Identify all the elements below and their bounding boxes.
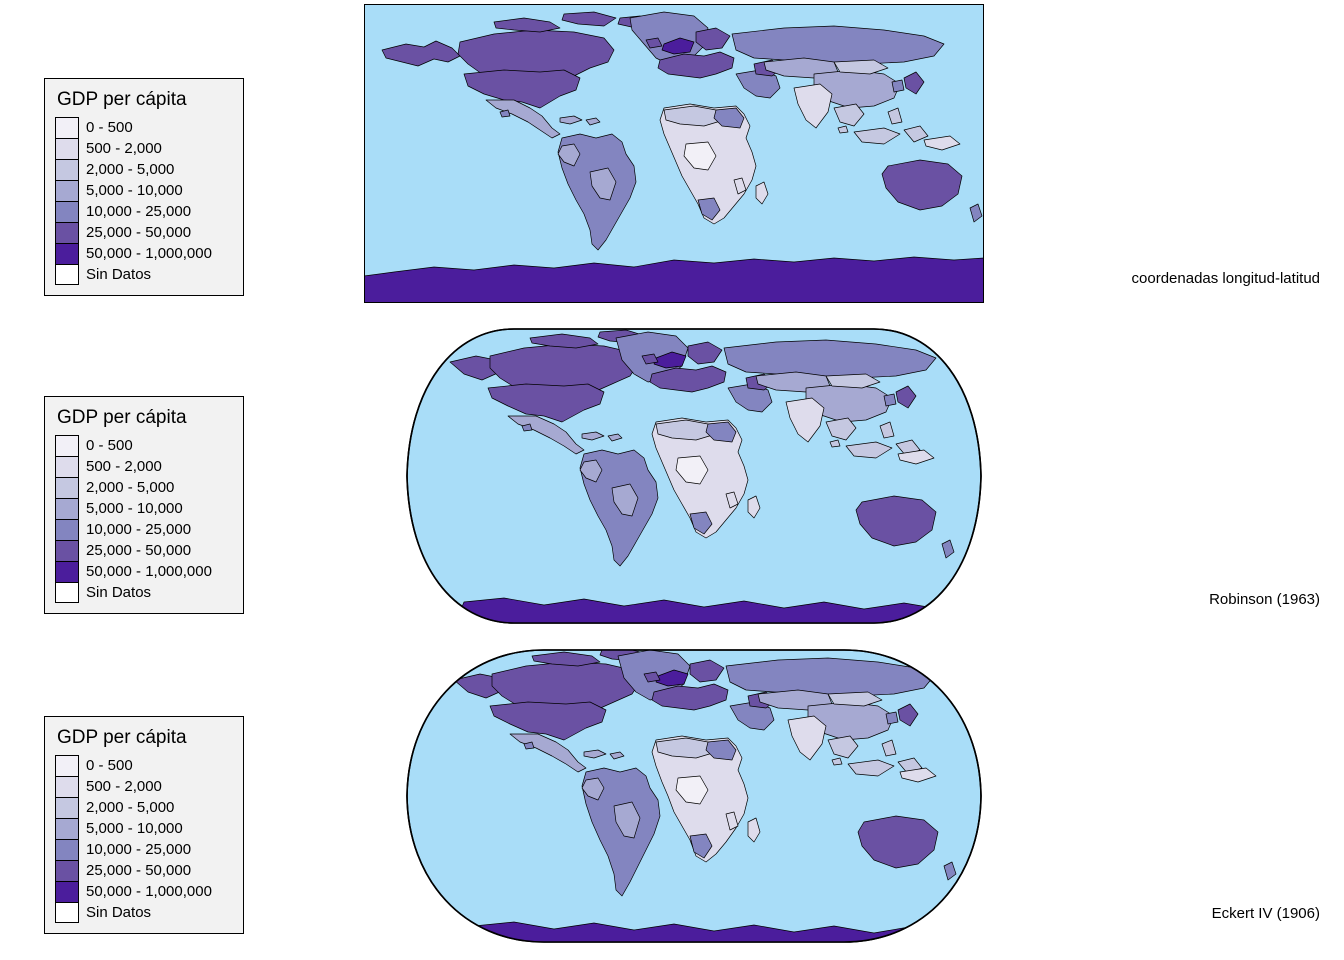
legend-rows: 0 - 500 500 - 2,000 2,000 - 5,000 5,000 - 1… — [55, 435, 233, 603]
legend-label: 50,000 - 1,000,000 — [86, 245, 212, 262]
legend-row: Sin Datos — [55, 582, 233, 603]
legend-swatch — [55, 477, 79, 498]
map-eckert4 — [404, 646, 984, 946]
legend-row: 5,000 - 10,000 — [55, 498, 233, 519]
legend-swatch — [55, 797, 79, 818]
legend-row: 2,000 - 5,000 — [55, 159, 233, 180]
legend-label: 2,000 - 5,000 — [86, 799, 175, 816]
legend-row: 2,000 - 5,000 — [55, 477, 233, 498]
legend-row: Sin Datos — [55, 264, 233, 285]
legend-swatch — [55, 180, 79, 201]
legend-rows: 0 - 500 500 - 2,000 2,000 - 5,000 5,000 - 1… — [55, 755, 233, 923]
legend-label: 0 - 500 — [86, 119, 133, 136]
legend-row: 10,000 - 25,000 — [55, 519, 233, 540]
legend-swatch — [55, 138, 79, 159]
map-frame — [406, 649, 982, 943]
legend-swatch — [55, 264, 79, 285]
legend-row: 5,000 - 10,000 — [55, 818, 233, 839]
legend-label: 500 - 2,000 — [86, 140, 162, 157]
legend-row: Sin Datos — [55, 902, 233, 923]
legend-row: 0 - 500 — [55, 117, 233, 138]
legend-swatch — [55, 860, 79, 881]
legend-title: GDP per cápita — [57, 727, 187, 748]
legend-swatch — [55, 117, 79, 138]
legend-swatch — [55, 201, 79, 222]
legend-label: 5,000 - 10,000 — [86, 500, 183, 517]
legend-swatch — [55, 435, 79, 456]
caption-eckert4: Eckert IV (1906) — [1211, 905, 1320, 922]
map-svg-eckert4 — [406, 649, 982, 943]
legend-swatch — [55, 540, 79, 561]
legend-row: 500 - 2,000 — [55, 456, 233, 477]
legend-label: 2,000 - 5,000 — [86, 479, 175, 496]
legend-row: 2,000 - 5,000 — [55, 797, 233, 818]
legend-label: 5,000 - 10,000 — [86, 182, 183, 199]
legend-row: 10,000 - 25,000 — [55, 839, 233, 860]
legend-swatch — [55, 818, 79, 839]
legend-label: 0 - 500 — [86, 757, 133, 774]
legend-swatch — [55, 839, 79, 860]
legend-label: 25,000 - 50,000 — [86, 542, 192, 559]
legend-eckert4: GDP per cápita 0 - 500 500 - 2,000 2,000 -… — [44, 716, 244, 934]
legend-label: 10,000 - 25,000 — [86, 203, 192, 220]
caption-equirectangular: coordenadas longitud-latitud — [1131, 270, 1320, 287]
legend-label: 10,000 - 25,000 — [86, 841, 192, 858]
legend-label: Sin Datos — [86, 266, 152, 283]
legend-row: 10,000 - 25,000 — [55, 201, 233, 222]
legend-robinson: GDP per cápita 0 - 500 500 - 2,000 2,000 -… — [44, 396, 244, 614]
legend-label: 500 - 2,000 — [86, 458, 162, 475]
caption-robinson: Robinson (1963) — [1209, 591, 1320, 608]
legend-label: 2,000 - 5,000 — [86, 161, 175, 178]
legend-swatch — [55, 776, 79, 797]
legend-swatch — [55, 519, 79, 540]
legend-label: 5,000 - 10,000 — [86, 820, 183, 837]
legend-swatch — [55, 582, 79, 603]
legend-label: 10,000 - 25,000 — [86, 521, 192, 538]
legend-row: 0 - 500 — [55, 435, 233, 456]
map-frame — [406, 328, 982, 624]
legend-label: Sin Datos — [86, 904, 152, 921]
legend-swatch — [55, 881, 79, 902]
legend-swatch — [55, 902, 79, 923]
legend-row: 50,000 - 1,000,000 — [55, 243, 233, 264]
legend-row: 50,000 - 1,000,000 — [55, 561, 233, 582]
legend-label: 25,000 - 50,000 — [86, 862, 192, 879]
legend-label: Sin Datos — [86, 584, 152, 601]
legend-row: 0 - 500 — [55, 755, 233, 776]
legend-row: 25,000 - 50,000 — [55, 222, 233, 243]
legend-swatch — [55, 498, 79, 519]
map-robinson — [404, 326, 984, 626]
legend-label: 50,000 - 1,000,000 — [86, 563, 212, 580]
map-svg-equirectangular — [364, 4, 984, 303]
legend-title: GDP per cápita — [57, 407, 187, 428]
country-polygons — [364, 11, 984, 303]
legend-label: 0 - 500 — [86, 437, 133, 454]
map-svg-robinson — [406, 328, 982, 624]
legend-row: 500 - 2,000 — [55, 776, 233, 797]
legend-swatch — [55, 243, 79, 264]
legend-swatch — [55, 456, 79, 477]
legend-swatch — [55, 222, 79, 243]
map-equirectangular — [364, 4, 984, 303]
legend-row: 50,000 - 1,000,000 — [55, 881, 233, 902]
legend-swatch — [55, 159, 79, 180]
legend-row: 5,000 - 10,000 — [55, 180, 233, 201]
legend-label: 25,000 - 50,000 — [86, 224, 192, 241]
legend-swatch — [55, 561, 79, 582]
legend-row: 25,000 - 50,000 — [55, 540, 233, 561]
legend-label: 500 - 2,000 — [86, 778, 162, 795]
legend-row: 500 - 2,000 — [55, 138, 233, 159]
country-polygons — [453, 650, 957, 942]
legend-label: 50,000 - 1,000,000 — [86, 883, 212, 900]
legend-row: 25,000 - 50,000 — [55, 860, 233, 881]
legend-swatch — [55, 755, 79, 776]
legend-title: GDP per cápita — [57, 89, 187, 110]
legend-rows: 0 - 500 500 - 2,000 2,000 - 5,000 5,000 - 1… — [55, 117, 233, 285]
legend-equirectangular: GDP per cápita 0 - 500 500 - 2,000 2,000 -… — [44, 78, 244, 296]
